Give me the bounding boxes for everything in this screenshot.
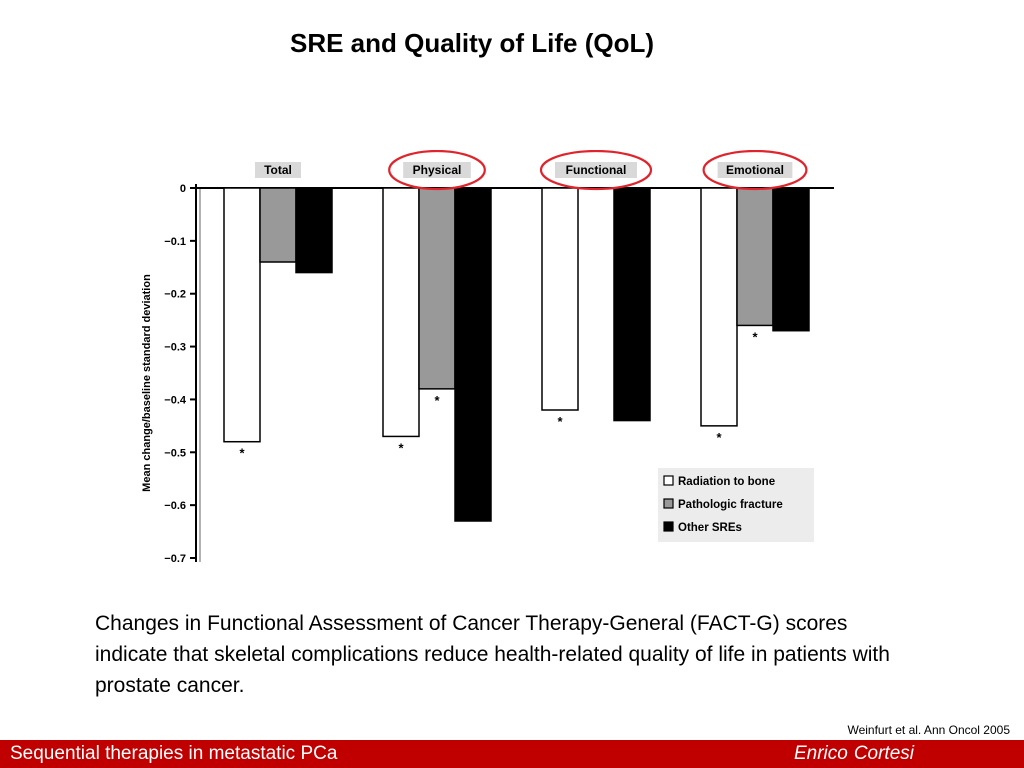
- legend-swatch: [663, 498, 674, 509]
- chart-category-labels: Total Physical Functional Emotional: [255, 150, 808, 191]
- highlight-circle-emotional: [702, 150, 808, 191]
- bar-physical-2: [418, 187, 456, 390]
- significance-marker: *: [557, 414, 563, 429]
- category-label-bg: [555, 162, 637, 178]
- legend-entry-label: Other SREs: [678, 522, 742, 534]
- significance-marker: *: [239, 446, 245, 461]
- legend-entry-label: Pathologic fracture: [678, 499, 783, 511]
- bar-emotional-2: [736, 187, 774, 327]
- legend-swatch: [663, 521, 674, 532]
- footer-bar: Sequential therapies in metastatic PCa E…: [0, 740, 1024, 768]
- y-axis-label: Mean change/baseline standard deviation: [141, 274, 153, 492]
- highlight-circle-physical: [388, 150, 486, 191]
- y-tick-label: −0.1: [164, 236, 186, 248]
- y-tick-label: −0.3: [164, 342, 186, 354]
- y-tick-label: −0.7: [164, 553, 186, 565]
- footer-author-first: Enrico: [793, 743, 848, 764]
- significance-marker: *: [434, 393, 440, 408]
- category-label-physical: Physical: [413, 163, 462, 177]
- slide-caption: Changes in Functional Assessment of Canc…: [95, 612, 890, 697]
- bar-total-1: [223, 187, 261, 443]
- bar-total-2: [259, 187, 297, 263]
- legend-entry-label: Radiation to bone: [678, 476, 775, 488]
- category-label-bg: [403, 162, 471, 178]
- category-label-bg: [255, 162, 301, 178]
- legend-swatch: [663, 475, 674, 486]
- footer-author: Enrico Cortesi: [788, 743, 914, 765]
- y-tick-label: 0: [180, 183, 186, 195]
- significance-marker: *: [716, 430, 722, 445]
- chart-bars: * * * * * *: [223, 187, 810, 522]
- citation: Weinfurt et al. Ann Oncol 2005: [847, 723, 1010, 737]
- bar-functional-3: [613, 187, 651, 422]
- category-label-total: Total: [264, 163, 292, 177]
- category-label-bg: [717, 162, 793, 178]
- significance-marker: *: [752, 329, 758, 344]
- chart-legend: Radiation to bone Pathologic fracture Othe…: [658, 468, 814, 542]
- y-tick-label: −0.4: [164, 394, 187, 406]
- y-tick-label: −0.2: [164, 289, 186, 301]
- y-tick-label: −0.6: [164, 500, 186, 512]
- bar-physical-3: [454, 187, 492, 522]
- bar-total-3: [295, 187, 333, 274]
- bar-emotional-1: [700, 187, 738, 427]
- highlight-circle-functional: [539, 150, 653, 191]
- category-label-emotional: Emotional: [726, 163, 784, 177]
- significance-marker: *: [398, 440, 404, 455]
- footer-presentation-title: Sequential therapies in metastatic PCa: [10, 743, 338, 764]
- bar-emotional-3: [772, 187, 810, 332]
- legend-box: [658, 468, 814, 542]
- category-label-functional: Functional: [566, 163, 627, 177]
- slide-title: SRE and Quality of Life (QoL): [290, 28, 654, 58]
- y-tick-label: −0.5: [164, 447, 186, 459]
- bar-chart: 0 −0.1 −0.2 −0.3 −0.4 −0.5 −0.6 −0.7 Mean change…: [141, 150, 834, 565]
- footer-author-last: Cortesi: [853, 743, 914, 764]
- bar-physical-1: [382, 187, 420, 438]
- bar-functional-1: [541, 187, 579, 411]
